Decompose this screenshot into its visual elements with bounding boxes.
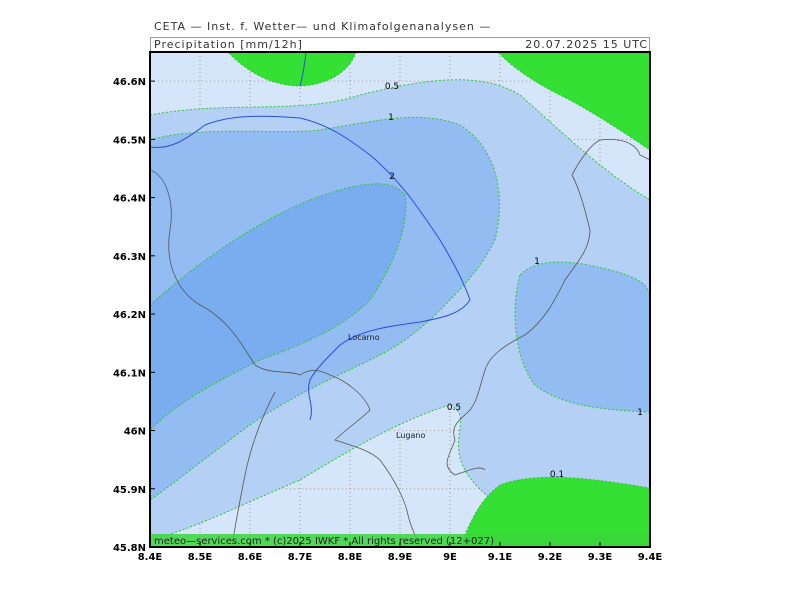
contour-labels: 0.5 1 2 1 0.5 1 0.1 <box>385 82 643 480</box>
city-label-lugano: Lugano <box>396 431 425 440</box>
river-maggia <box>150 115 471 421</box>
border-southwest <box>231 391 276 547</box>
rivers <box>150 52 471 421</box>
lon-tick-label: 9.1E <box>488 552 513 563</box>
contour-label: 2 <box>389 172 395 182</box>
lat-tick-label: 46.3N <box>113 252 146 263</box>
contour-label: 0.5 <box>385 82 399 92</box>
border-west <box>150 169 421 547</box>
city-label-locarno: Locarno <box>348 333 380 342</box>
map-title: CETA — Inst. f. Wetter— und Klimafolgena… <box>154 20 492 33</box>
lat-tick-label: 46.5N <box>113 135 146 146</box>
lon-tick-label: 9.2E <box>538 552 563 563</box>
copyright-footer: meteo—services.com * (c)2025 IWKF * All … <box>154 536 494 547</box>
river-north-stream <box>299 52 307 87</box>
contour-label: 0.1 <box>550 470 564 480</box>
borders <box>150 139 650 547</box>
lat-tick-label: 46.2N <box>113 310 146 321</box>
lon-tick-label: 8.7E <box>288 552 313 563</box>
footer-strip <box>150 534 650 547</box>
product-label: Precipitation [mm/12h] <box>154 38 303 51</box>
lon-tick-label: 8.6E <box>238 552 263 563</box>
lon-tick-label: 9.4E <box>638 552 663 563</box>
lon-tick-label: 8.4E <box>138 552 163 563</box>
map-axes: 8.4E 8.5E 8.6E 8.7E 8.8E 8.9E 9E 9.1E 9.2E 9.3E 9.… <box>113 77 662 563</box>
lat-tick-label: 45.8N <box>113 543 146 554</box>
lat-tick-label: 46.1N <box>113 368 146 379</box>
border-east <box>446 139 650 476</box>
lon-tick-label: 8.5E <box>188 552 213 563</box>
lon-tick-label: 8.8E <box>338 552 363 563</box>
contour-label: 1 <box>534 257 540 267</box>
lat-tick-label: 46N <box>124 427 146 438</box>
contour-label: 1 <box>637 408 643 418</box>
valid-time: 20.07.2025 15 UTC <box>525 38 648 51</box>
contour-label: 1 <box>388 113 394 123</box>
lon-tick-label: 9E <box>443 552 457 563</box>
lon-tick-label: 8.9E <box>388 552 413 563</box>
lon-tick-label: 9.3E <box>588 552 613 563</box>
lat-tick-label: 45.9N <box>113 485 146 496</box>
lat-tick-label: 46.4N <box>113 194 146 205</box>
contour-label: 0.5 <box>447 403 461 413</box>
lat-tick-label: 46.6N <box>113 77 146 88</box>
